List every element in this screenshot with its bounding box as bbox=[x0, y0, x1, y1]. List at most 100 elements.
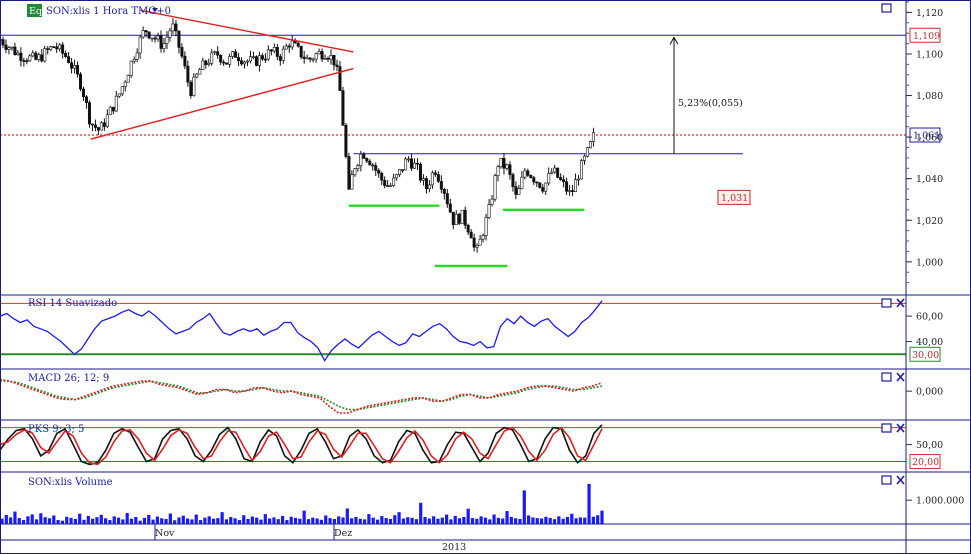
candle-body bbox=[520, 176, 524, 189]
candle-body bbox=[225, 62, 229, 65]
candle-body bbox=[207, 62, 211, 65]
volume-bar bbox=[401, 518, 406, 524]
candle-body bbox=[111, 106, 115, 112]
volume-bar bbox=[531, 517, 535, 524]
volume-bar bbox=[173, 520, 177, 524]
volume-bar bbox=[95, 517, 99, 524]
volume-bar bbox=[354, 516, 358, 524]
volume-bar bbox=[410, 517, 414, 524]
candle-body bbox=[436, 174, 440, 182]
maximize-icon[interactable] bbox=[881, 475, 892, 485]
volume-bar bbox=[233, 518, 237, 524]
candle-body bbox=[49, 46, 53, 51]
price-panel[interactable]: 1,109 1,061 1,031 bbox=[0, 9, 941, 268]
candle-body bbox=[251, 56, 255, 58]
x-label-dez: Dez bbox=[334, 528, 352, 539]
maximize-icon[interactable] bbox=[881, 423, 892, 433]
pks-panel[interactable]: 20,00 bbox=[0, 424, 941, 470]
candle-body bbox=[442, 189, 446, 194]
y-tick-label: 1,080 bbox=[916, 91, 943, 102]
candle-body bbox=[37, 54, 41, 60]
close-icon[interactable] bbox=[896, 298, 905, 308]
volume-bar bbox=[216, 518, 220, 524]
volume-bar bbox=[289, 516, 293, 524]
candle-body bbox=[421, 178, 425, 181]
rsi-panel[interactable]: 30,00 bbox=[0, 300, 941, 362]
rsi-panel-title[interactable]: RSI 14 Suavizado bbox=[28, 298, 117, 309]
volume-bar bbox=[492, 514, 496, 524]
candle-body bbox=[28, 55, 32, 62]
candle-body bbox=[246, 60, 250, 63]
volume-bar bbox=[194, 514, 198, 524]
candle-body bbox=[326, 58, 330, 60]
close-icon[interactable] bbox=[896, 372, 905, 382]
volume-bar bbox=[237, 520, 242, 524]
volume-bar bbox=[548, 517, 552, 524]
volume-bar bbox=[518, 518, 522, 524]
chevron-down-icon[interactable] bbox=[152, 8, 158, 12]
volume-bar bbox=[13, 511, 17, 524]
volume-bar bbox=[34, 519, 39, 524]
volume-bar bbox=[211, 518, 216, 524]
candle-body bbox=[547, 173, 551, 184]
candle-body bbox=[219, 54, 223, 63]
volume-bar bbox=[527, 515, 531, 524]
candle-body bbox=[344, 125, 348, 157]
volume-bar bbox=[427, 518, 431, 524]
candle-body bbox=[210, 52, 214, 64]
candle-body bbox=[371, 164, 375, 167]
y-tick-label: 40,00 bbox=[916, 337, 943, 348]
candle-body bbox=[526, 170, 530, 176]
candle-body bbox=[472, 237, 476, 248]
candle-body bbox=[243, 61, 247, 65]
volume-bar bbox=[302, 510, 306, 524]
candle-body bbox=[568, 190, 572, 192]
volume-bar bbox=[324, 515, 328, 524]
volume-panel-title[interactable]: SON:xlis Volume bbox=[28, 477, 113, 488]
panel-controls[interactable] bbox=[881, 3, 905, 485]
pks-panel-title[interactable]: PKS 9; 3; 5 bbox=[28, 424, 84, 435]
volume-bar bbox=[388, 518, 393, 524]
close-icon-stroke bbox=[896, 423, 905, 433]
volume-bar bbox=[207, 516, 211, 524]
maximize-icon[interactable] bbox=[881, 298, 892, 308]
candle-body bbox=[302, 56, 306, 59]
volume-bar bbox=[17, 518, 21, 524]
volume-bar bbox=[453, 515, 457, 524]
price-marker-label: 1,031 bbox=[721, 193, 748, 204]
macd-panel[interactable] bbox=[0, 378, 603, 414]
volume-bar bbox=[129, 518, 134, 524]
candle-body bbox=[332, 55, 336, 66]
candle-body bbox=[565, 181, 569, 192]
price-panel-title[interactable]: SON:xlis 1 Hora TMG+0 bbox=[46, 6, 171, 17]
maximize-icon[interactable] bbox=[881, 372, 892, 382]
volume-bar bbox=[60, 520, 65, 524]
candle-body bbox=[329, 55, 333, 60]
volume-bar bbox=[160, 518, 164, 524]
volume-bar bbox=[600, 510, 604, 524]
candle-body bbox=[484, 217, 488, 236]
volume-bar bbox=[423, 516, 427, 524]
close-icon[interactable] bbox=[896, 475, 905, 485]
candle-body bbox=[377, 170, 381, 174]
maximize-icon[interactable] bbox=[881, 3, 892, 13]
candle-body bbox=[424, 178, 428, 190]
volume-bar bbox=[449, 519, 453, 524]
candle-body bbox=[451, 211, 455, 225]
candle-body bbox=[529, 175, 533, 178]
candle-body bbox=[413, 162, 417, 169]
candle-body bbox=[454, 213, 458, 225]
candle-body bbox=[16, 52, 20, 55]
candle-body bbox=[126, 75, 130, 83]
candle-body bbox=[317, 51, 321, 55]
candle-body bbox=[341, 90, 345, 126]
price-marker-box bbox=[909, 127, 941, 143]
volume-bar bbox=[99, 514, 103, 524]
candle-body bbox=[165, 36, 169, 44]
close-icon[interactable] bbox=[896, 423, 905, 433]
macd-panel-title[interactable]: MACD 26; 12; 9 bbox=[28, 373, 109, 384]
volume-panel[interactable] bbox=[0, 483, 604, 524]
candle-body bbox=[25, 60, 29, 62]
candle-body bbox=[460, 209, 464, 224]
candle-body bbox=[204, 60, 208, 65]
